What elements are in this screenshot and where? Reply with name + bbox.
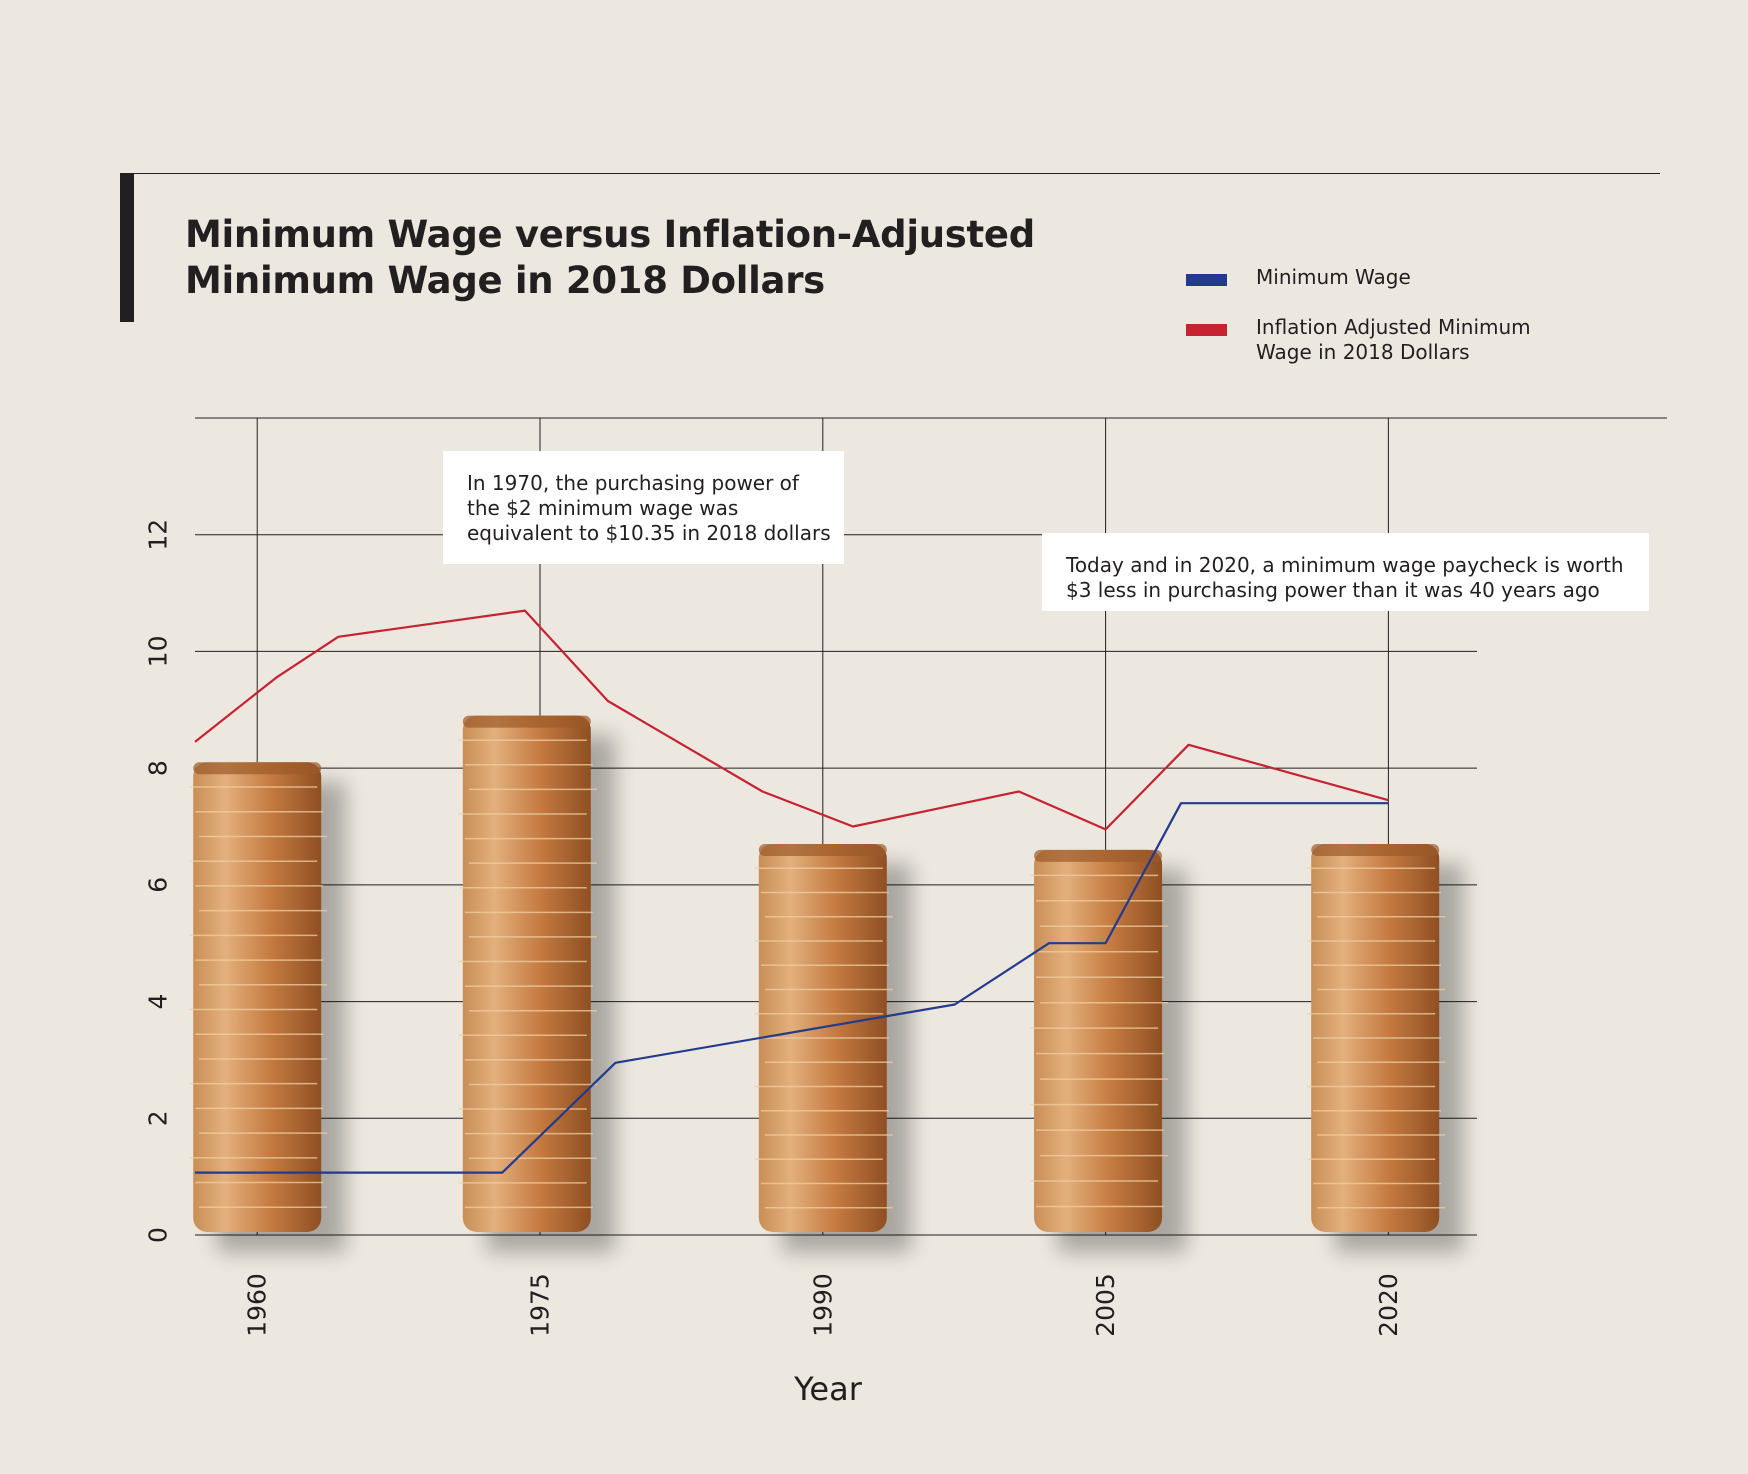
bread-stack xyxy=(458,715,615,1252)
top-rule xyxy=(120,173,1660,174)
legend-label-minimum-wage: Minimum Wage xyxy=(1256,265,1411,290)
x-tick-label: 2005 xyxy=(1091,1273,1120,1337)
legend-swatch-minimum-wage xyxy=(1186,274,1227,286)
legend-label-line: Minimum Wage xyxy=(1256,265,1411,289)
bread-stacks xyxy=(189,715,1464,1252)
axis-ticks: 0 2 4 6 8 10 12 1960 1975 1990 2005 2020 xyxy=(144,519,1403,1337)
title-accent-bar xyxy=(120,173,134,322)
y-tick-label: 8 xyxy=(144,760,173,776)
annotation-1970: In 1970, the purchasing power of the $2 … xyxy=(443,451,844,564)
bread-crust xyxy=(193,762,322,775)
annotation-line: $3 less in purchasing power than it was … xyxy=(1066,578,1600,602)
x-tick-label: 1960 xyxy=(243,1273,272,1337)
legend-label-line: Wage in 2018 Dollars xyxy=(1256,340,1470,364)
legend-item-minimum-wage: Minimum Wage xyxy=(1186,265,1411,290)
y-tick-label: 2 xyxy=(144,1110,173,1126)
bread-stack xyxy=(754,844,911,1252)
y-tick-label: 0 xyxy=(144,1227,173,1243)
bread-stack xyxy=(1307,844,1464,1252)
x-tick-label: 1990 xyxy=(808,1273,837,1337)
series-lines xyxy=(194,609,1389,1174)
bread-crust xyxy=(1034,849,1163,862)
x-axis-label: Year xyxy=(793,1370,863,1408)
annotation-line: In 1970, the purchasing power of xyxy=(467,471,799,495)
y-tick-label: 10 xyxy=(144,636,173,668)
bread-crust xyxy=(462,715,591,728)
x-tick-label: 1975 xyxy=(526,1273,555,1337)
annotation-line: equivalent to $10.35 in 2018 dollars xyxy=(467,521,831,545)
legend-label-line: Inflation Adjusted Minimum xyxy=(1256,315,1531,339)
y-tick-label: 4 xyxy=(144,994,173,1010)
y-tick-label: 12 xyxy=(144,519,173,551)
bread-loaf xyxy=(1034,849,1163,1232)
legend-label-inflation-adjusted: Inflation Adjusted Minimum Wage in 2018 … xyxy=(1256,315,1531,365)
bread-loaf xyxy=(193,762,322,1232)
chart-title-line-2: Minimum Wage in 2018 Dollars xyxy=(185,259,825,302)
series-line-inflation-adjusted xyxy=(194,609,1389,831)
annotation-line: the $2 minimum wage was xyxy=(467,496,739,520)
bread-stack xyxy=(1030,849,1187,1252)
legend-item-inflation-adjusted: Inflation Adjusted Minimum Wage in 2018 … xyxy=(1186,315,1531,365)
annotation-2020: Today and in 2020, a minimum wage payche… xyxy=(1042,533,1649,611)
chart-title-line-1: Minimum Wage versus Inflation-Adjusted xyxy=(185,213,1035,256)
bread-crust xyxy=(758,844,887,857)
bread-loaf xyxy=(462,715,591,1232)
bread-crust xyxy=(1311,844,1440,857)
legend-swatch-inflation-adjusted xyxy=(1186,324,1227,336)
bread-stack xyxy=(189,762,346,1252)
annotation-line: Today and in 2020, a minimum wage payche… xyxy=(1066,553,1624,577)
x-tick-label: 2020 xyxy=(1374,1273,1403,1337)
y-tick-label: 6 xyxy=(144,877,173,893)
series-line-minimum-wage xyxy=(195,802,1389,1174)
chart-title: Minimum Wage versus Inflation-Adjusted M… xyxy=(185,212,1085,304)
